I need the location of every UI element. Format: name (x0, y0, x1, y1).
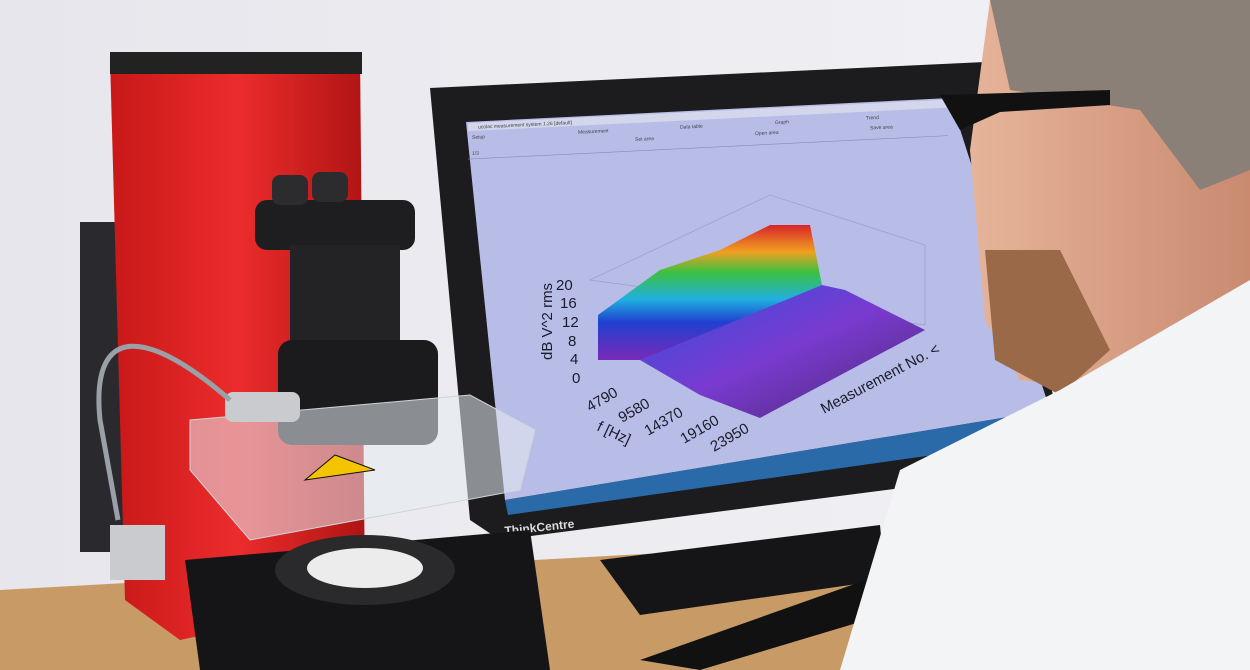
z-axis-label: dB V^2 rms (539, 283, 556, 360)
tab-trend[interactable]: Trend (866, 115, 879, 122)
sensor-mount (255, 200, 415, 250)
measurement-instrument (80, 52, 550, 670)
open-area-button[interactable]: Open area (755, 130, 779, 137)
app-window: ucolac measurement system 1.26 [default]… (468, 99, 948, 160)
z-tick: 8 (568, 333, 576, 350)
z-tick: 0 (572, 370, 580, 387)
title-bar[interactable] (468, 99, 948, 132)
tab-data-table[interactable]: Data table (680, 124, 703, 131)
tab-measurement[interactable]: Measurement (578, 128, 609, 136)
set-area-button[interactable]: Set area (635, 136, 654, 143)
connectors (110, 525, 165, 580)
field-value: 1/3 (472, 151, 479, 157)
window-title: ucolac measurement system 1.26 [default] (478, 120, 572, 131)
beard (985, 250, 1110, 395)
knob[interactable] (312, 172, 348, 202)
monitor-stand (600, 525, 885, 615)
keyboard[interactable] (640, 575, 900, 670)
tab-setup[interactable]: Setup (472, 134, 485, 141)
save-area-button[interactable]: Save area (870, 124, 893, 131)
taskbar (505, 410, 1050, 515)
sample-disc (307, 548, 423, 588)
warning-sign-icon (303, 454, 376, 481)
lab-coat (840, 280, 1250, 670)
tab-graph[interactable]: Graph (775, 119, 789, 126)
knob[interactable] (272, 175, 308, 205)
housing-top (110, 52, 362, 74)
sensor-body (290, 245, 400, 345)
cable-connector (225, 392, 300, 422)
sensor-cable (96, 343, 232, 521)
surface-peaks (598, 225, 822, 360)
divider (468, 135, 948, 160)
person (840, 0, 1250, 670)
surface-tail (640, 285, 925, 418)
z-tick: 20 (556, 277, 573, 294)
hair (990, 0, 1250, 190)
z-tick: 16 (560, 295, 577, 312)
safety-glasses (940, 90, 1110, 130)
z-tick: 12 (562, 314, 579, 331)
z-tick: 4 (570, 351, 578, 368)
